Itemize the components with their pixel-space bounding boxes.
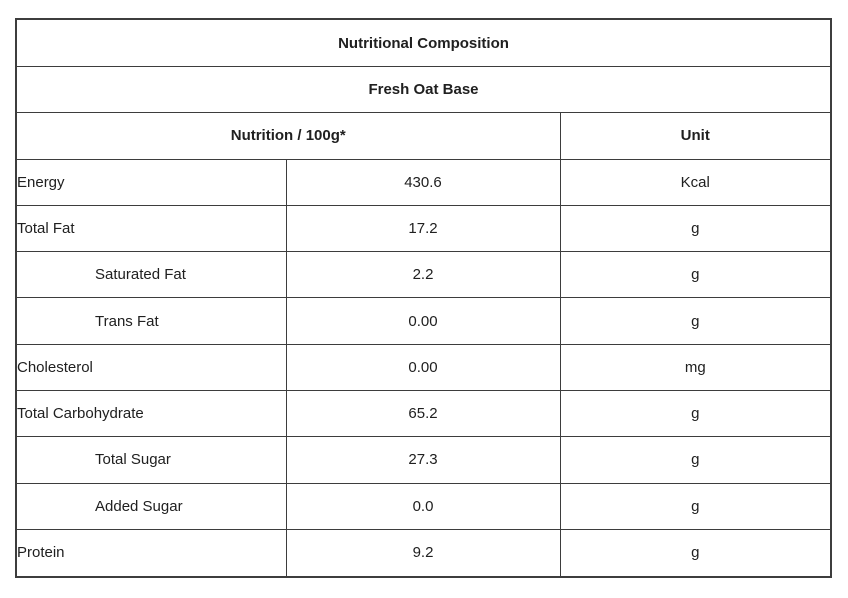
table-row: Energy 430.6 Kcal xyxy=(15,158,832,206)
row-value-cell: 27.3 xyxy=(285,436,561,484)
row-label-cell: Total Fat xyxy=(15,204,287,253)
row-unit-cell: g xyxy=(559,204,832,253)
row-label-cell: Energy xyxy=(15,158,287,206)
table-row: Cholesterol 0.00 mg xyxy=(15,343,832,392)
row-value-cell: 65.2 xyxy=(285,390,561,438)
row-unit-cell: g xyxy=(559,390,832,438)
row-unit-cell: g xyxy=(559,436,832,484)
row-unit-cell: Kcal xyxy=(559,158,832,206)
row-unit-cell: g xyxy=(559,482,832,530)
nutritional-composition-table: Nutritional Composition Fresh Oat Base N… xyxy=(15,18,832,578)
row-unit-cell: g xyxy=(559,297,832,345)
column-header-row: Nutrition / 100g* Unit xyxy=(15,112,832,160)
table-title: Nutritional Composition xyxy=(15,18,832,68)
subtitle-row: Fresh Oat Base xyxy=(15,66,832,114)
table-row: Trans Fat 0.00 g xyxy=(15,297,832,345)
row-value-cell: 0.00 xyxy=(285,343,561,392)
unit-column-header: Unit xyxy=(559,112,832,160)
row-label-cell: Total Sugar xyxy=(15,436,287,484)
row-value-cell: 0.00 xyxy=(285,297,561,345)
row-label-cell: Trans Fat xyxy=(15,297,287,345)
row-label-cell: Cholesterol xyxy=(15,343,287,392)
row-value-cell: 0.0 xyxy=(285,482,561,530)
table-body: Nutritional Composition Fresh Oat Base N… xyxy=(15,18,832,578)
row-unit-cell: mg xyxy=(559,343,832,392)
row-value-cell: 2.2 xyxy=(285,251,561,299)
table-row: Total Fat 17.2 g xyxy=(15,204,832,253)
row-label-cell: Total Carbohydrate xyxy=(15,390,287,438)
table-row: Total Sugar 27.3 g xyxy=(15,436,832,484)
table-row: Total Carbohydrate 65.2 g xyxy=(15,390,832,438)
row-value-cell: 17.2 xyxy=(285,204,561,253)
row-label-cell: Protein xyxy=(15,528,287,578)
table-subtitle: Fresh Oat Base xyxy=(15,66,832,114)
nutrition-column-header: Nutrition / 100g* xyxy=(15,112,561,160)
row-label-cell: Saturated Fat xyxy=(15,251,287,299)
row-label-cell: Added Sugar xyxy=(15,482,287,530)
table-row: Added Sugar 0.0 g xyxy=(15,482,832,530)
title-row: Nutritional Composition xyxy=(15,18,832,68)
row-value-cell: 9.2 xyxy=(285,528,561,578)
table-row: Protein 9.2 g xyxy=(15,528,832,578)
row-value-cell: 430.6 xyxy=(285,158,561,206)
row-unit-cell: g xyxy=(559,251,832,299)
row-unit-cell: g xyxy=(559,528,832,578)
table-row: Saturated Fat 2.2 g xyxy=(15,251,832,299)
